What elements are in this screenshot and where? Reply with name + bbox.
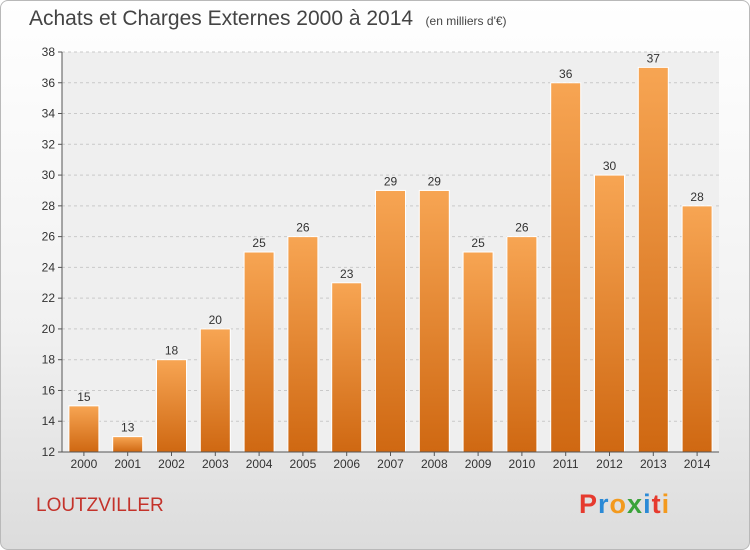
logo-letter: x	[627, 489, 644, 519]
chart-title-block: Achats et Charges Externes 2000 à 2014 (…	[29, 7, 507, 31]
chart-title: Achats et Charges Externes 2000 à 2014	[29, 7, 414, 30]
y-tick-label: 36	[42, 76, 56, 90]
logo-letter: i	[661, 489, 671, 519]
x-tick-label-2004: 2004	[246, 457, 273, 471]
y-tick-label: 32	[42, 137, 56, 151]
value-label-2000: 15	[77, 390, 91, 404]
x-tick-label-2013: 2013	[640, 457, 667, 471]
x-tick-label-2010: 2010	[509, 457, 536, 471]
bar-2000	[68, 405, 100, 453]
x-tick-label-2008: 2008	[421, 457, 448, 471]
y-tick-label: 22	[42, 291, 56, 305]
bar-2007	[375, 189, 406, 453]
logo-letter: r	[598, 489, 610, 519]
bar-2010	[506, 236, 538, 453]
y-tick-label: 28	[42, 199, 56, 213]
logo-letter: P	[579, 489, 599, 519]
x-tick-label-2002: 2002	[158, 457, 185, 471]
y-tick-label: 34	[42, 107, 56, 121]
x-tick-label-2009: 2009	[465, 457, 492, 471]
bar-2002	[156, 359, 187, 453]
x-tick-label-2001: 2001	[114, 457, 141, 471]
x-tick-label-2014: 2014	[684, 457, 711, 471]
value-label-2010: 26	[515, 221, 529, 235]
bar-2006	[331, 282, 363, 453]
x-tick-label-2003: 2003	[202, 457, 229, 471]
bar-2011	[550, 82, 582, 453]
x-tick-label-2005: 2005	[290, 457, 317, 471]
bar-2003	[199, 328, 231, 453]
bar-2012	[594, 174, 625, 453]
bar-2001	[112, 436, 144, 453]
y-tick-label: 16	[42, 383, 56, 397]
value-label-2011: 36	[559, 67, 573, 81]
value-label-2003: 20	[209, 313, 223, 327]
y-tick-label: 14	[42, 414, 56, 428]
x-tick-label-2000: 2000	[71, 457, 98, 471]
x-tick-label-2007: 2007	[377, 457, 404, 471]
proxiti-logo: Proxiti	[579, 489, 670, 520]
logo-letter: o	[609, 489, 628, 519]
value-label-2007: 29	[384, 174, 398, 188]
chart-subtitle: (en milliers d'€)	[425, 14, 507, 28]
bar-2014	[681, 205, 713, 453]
x-tick-label-2006: 2006	[333, 457, 360, 471]
bar-2008	[418, 189, 450, 453]
y-tick-label: 18	[42, 353, 56, 367]
value-label-2002: 18	[165, 344, 179, 358]
y-tick-label: 24	[42, 260, 56, 274]
bar-2009	[462, 251, 494, 453]
logo-letter: i	[643, 489, 652, 519]
value-label-2006: 23	[340, 267, 354, 281]
value-label-2008: 29	[428, 174, 442, 188]
bar-2005	[287, 236, 319, 453]
y-tick-label: 20	[42, 322, 56, 336]
value-label-2012: 30	[603, 159, 617, 173]
x-tick-label-2012: 2012	[596, 457, 623, 471]
commune-name: LOUTZVILLER	[36, 495, 164, 516]
y-tick-label: 26	[42, 230, 56, 244]
value-label-2009: 25	[471, 236, 485, 250]
value-label-2004: 25	[252, 236, 266, 250]
value-label-2001: 13	[121, 421, 135, 435]
logo-letter: t	[651, 489, 662, 519]
bar-2004	[243, 251, 275, 453]
y-tick-label: 30	[42, 168, 56, 182]
bar-2013	[637, 66, 669, 453]
value-label-2005: 26	[296, 221, 310, 235]
value-label-2014: 28	[690, 190, 704, 204]
y-tick-label: 38	[42, 45, 56, 59]
x-tick-label-2011: 2011	[553, 457, 579, 471]
y-tick-label: 12	[42, 445, 56, 459]
value-label-2013: 37	[647, 51, 661, 65]
